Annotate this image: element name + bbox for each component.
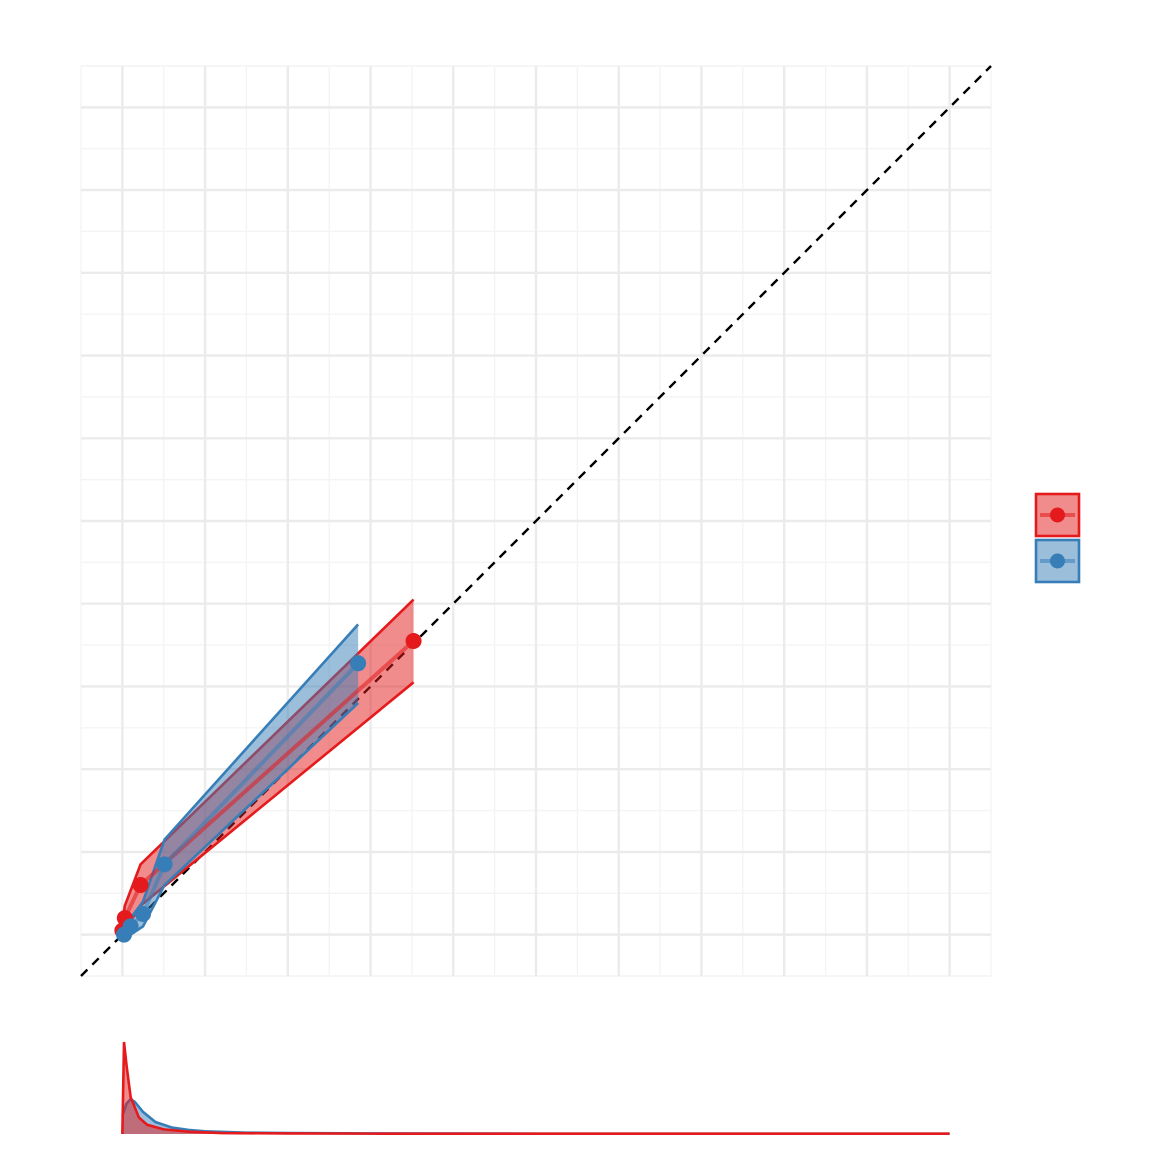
red-density-line xyxy=(121,1041,950,1136)
blue-density-line xyxy=(121,1097,950,1136)
legend-key-blue-point xyxy=(1050,553,1065,569)
legend-key-red-point xyxy=(1050,507,1065,523)
blue-calibration-point xyxy=(156,856,173,873)
blue-calibration-point xyxy=(350,655,367,672)
calibration-plot-panel xyxy=(80,65,992,977)
red-calibration-point xyxy=(132,877,149,893)
blue-calibration-point xyxy=(122,918,139,935)
legend xyxy=(1034,492,1081,584)
blue-density-area xyxy=(122,1099,950,1134)
red-density-area xyxy=(122,1042,950,1134)
red-calibration-point xyxy=(405,632,422,649)
density-panel xyxy=(121,1041,950,1136)
blue-calibration-point xyxy=(135,905,152,922)
blue-confidence-band xyxy=(124,624,359,939)
calibration-points xyxy=(114,632,422,943)
